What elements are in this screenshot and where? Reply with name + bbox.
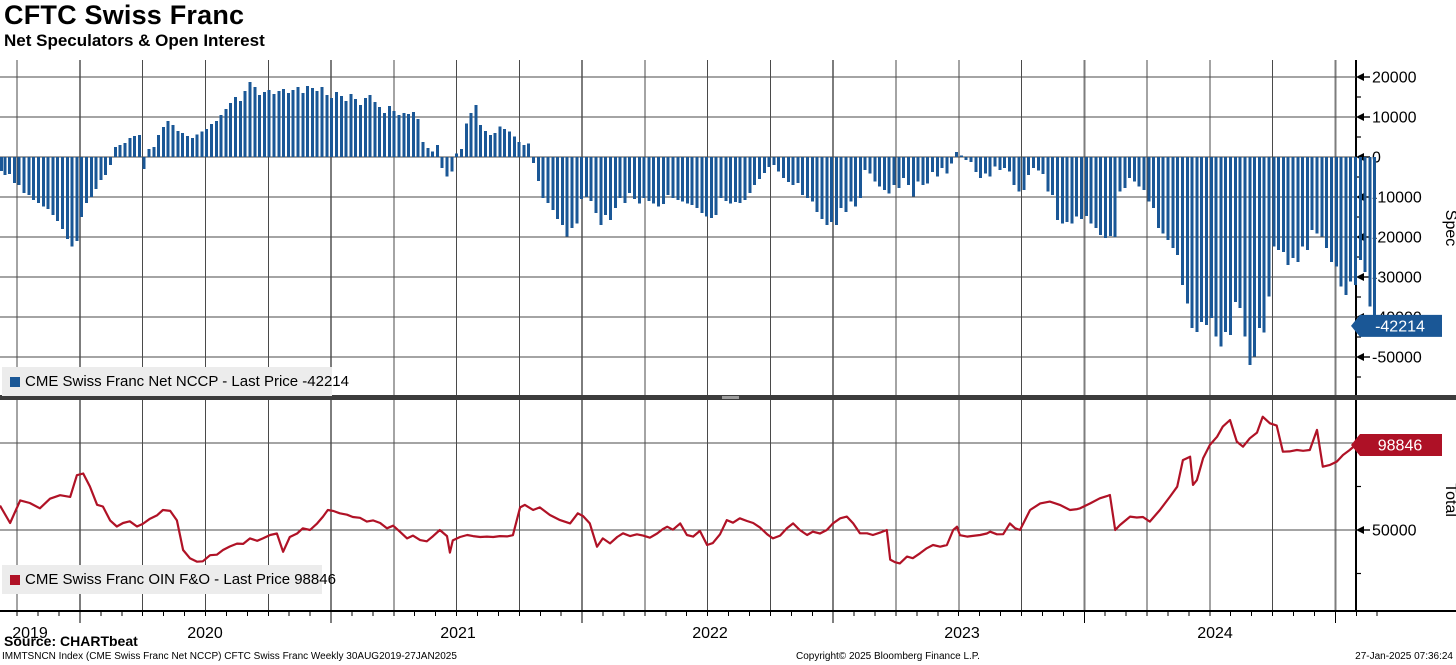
svg-text:Spec: Spec — [1442, 210, 1456, 246]
svg-text:20000: 20000 — [1372, 70, 1417, 87]
year-label-2019: 2019 — [12, 625, 48, 642]
footer-index-description: IMMTSNCN Index (CME Swiss Franc Net NCCP… — [2, 651, 457, 662]
net-nccp-series-swatch — [10, 376, 20, 387]
svg-text:-30000: -30000 — [1372, 270, 1422, 287]
year-label-2024: 2024 — [1197, 625, 1233, 642]
svg-text:50000: 50000 — [1372, 523, 1417, 540]
svg-text:-50000: -50000 — [1372, 350, 1422, 367]
svg-text:-10000: -10000 — [1372, 190, 1422, 207]
source-note: Source: CHARTbeat — [4, 633, 138, 649]
svg-text:98846: 98846 — [1378, 438, 1423, 455]
page-title: CFTC Swiss Franc — [4, 0, 245, 30]
legend-oin-fo-label: CME Swiss Franc OIN F&O - Last Price 988… — [25, 571, 336, 588]
time-axis: 2019 2020 2021 2022 2023 2024 — [0, 610, 1456, 642]
year-label-2022: 2022 — [692, 625, 728, 642]
year-label-2023: 2023 — [944, 625, 980, 642]
legend-oin-fo: CME Swiss Franc OIN F&O - Last Price 988… — [2, 565, 336, 594]
footer-timestamp: 27-Jan-2025 07:36:24 — [1355, 651, 1453, 662]
svg-text:-20000: -20000 — [1372, 230, 1422, 247]
open-interest-line-chart: 50000 98846 Total — [0, 400, 1456, 610]
net-spec-bar-chart: 20000100000-10000-20000-30000-40000-5000… — [0, 60, 1456, 395]
svg-text:0: 0 — [1372, 150, 1381, 167]
oin-fo-series-swatch — [10, 574, 20, 585]
svg-text:-42214: -42214 — [1375, 318, 1425, 335]
page-subtitle: Net Speculators & Open Interest — [4, 31, 265, 50]
pane-divider-grip-handle[interactable] — [722, 396, 739, 399]
svg-text:Total: Total — [1442, 483, 1456, 517]
footer-copyright: Copyright© 2025 Bloomberg Finance L.P. — [796, 651, 980, 662]
legend-net-nccp-label: CME Swiss Franc Net NCCP - Last Price -4… — [25, 373, 349, 390]
legend-net-nccp: CME Swiss Franc Net NCCP - Last Price -4… — [2, 367, 349, 396]
svg-text:10000: 10000 — [1372, 110, 1417, 127]
year-label-2021: 2021 — [440, 625, 476, 642]
year-label-2020: 2020 — [187, 625, 223, 642]
